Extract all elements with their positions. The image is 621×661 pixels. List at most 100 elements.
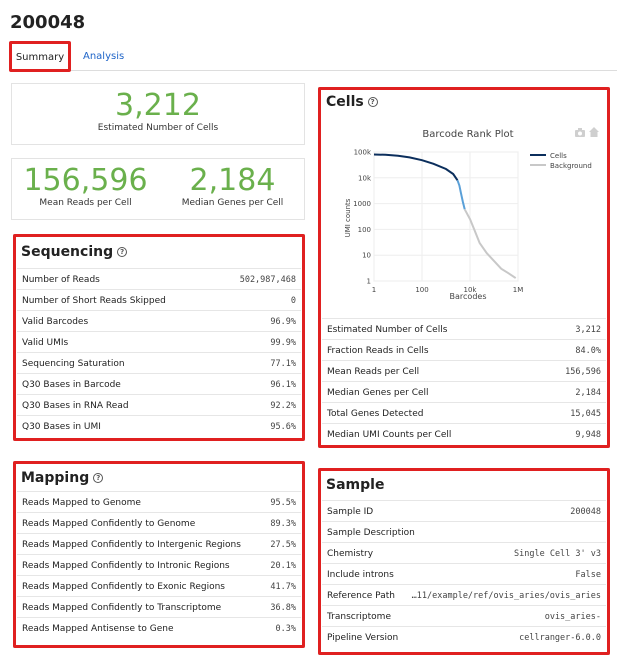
mapping-title-text: Mapping	[21, 470, 90, 486]
estimated-cells-value: 3,212	[115, 88, 201, 123]
row-label: Sample ID	[327, 507, 374, 517]
mean-reads-block: 156,596 Mean Reads per Cell	[12, 163, 159, 208]
row-value: False	[575, 570, 601, 580]
question-icon[interactable]: ?	[117, 247, 128, 257]
row-label: Q30 Bases in UMI	[22, 422, 101, 432]
y-tick-label: 100k	[354, 149, 372, 157]
row-value: 3,212	[575, 325, 601, 335]
row-label: Reads Mapped Confidently to Exonic Regio…	[22, 582, 225, 592]
row-value: 84.0%	[575, 346, 601, 356]
tab-summary[interactable]: Summary	[10, 42, 70, 71]
table-row: Mean Reads per Cell 156,596	[322, 360, 606, 381]
row-value: …11/example/ref/ovis_aries/ovis_aries	[411, 591, 601, 601]
row-label: Reads Mapped Confidently to Intronic Reg…	[22, 561, 230, 571]
row-value: 36.8%	[270, 603, 296, 613]
legend: Cells Background	[530, 152, 592, 170]
table-row: Reads Mapped to Genome 95.5%	[17, 491, 301, 512]
reads-genes-card: 156,596 Mean Reads per Cell 2,184 Median…	[11, 158, 305, 220]
row-label: Estimated Number of Cells	[327, 325, 448, 335]
legend-background-label: Background	[550, 162, 592, 170]
row-value: 2,184	[575, 388, 601, 398]
mean-reads-value: 156,596	[23, 163, 148, 198]
table-row: Number of Short Reads Skipped 0	[17, 289, 301, 310]
table-row: Reads Mapped Confidently to Transcriptom…	[17, 596, 301, 617]
x-tick-label: 10k	[464, 286, 478, 294]
row-label: Reads Mapped Confidently to Genome	[22, 519, 196, 529]
row-value: 96.9%	[270, 317, 296, 327]
sequencing-title-text: Sequencing	[21, 244, 114, 260]
x-tick-label: 1	[372, 286, 376, 294]
table-row: Pipeline Version cellranger-6.0.0	[322, 626, 606, 647]
table-row: Sequencing Saturation 77.1%	[17, 352, 301, 373]
row-label: Sample Description	[327, 528, 415, 538]
axis-ticks: 1 100 10k 1M 1 10 100 1000 10k 100k	[353, 149, 523, 295]
cells-title: Cells?	[326, 94, 378, 110]
page-title: 200048	[10, 12, 86, 33]
table-row: Number of Reads 502,987,468	[17, 268, 301, 289]
table-row: Fraction Reads in Cells 84.0%	[322, 339, 606, 360]
row-label: Transcriptome	[327, 612, 391, 622]
row-label: Fraction Reads in Cells	[327, 346, 429, 356]
row-label: Reads Mapped Antisense to Gene	[22, 624, 174, 634]
table-row: Valid UMIs 99.9%	[17, 331, 301, 352]
tab-analysis[interactable]: Analysis	[83, 51, 125, 62]
chart-title: Barcode Rank Plot	[422, 129, 513, 140]
table-row: Include introns False	[322, 563, 606, 584]
row-value: 77.1%	[270, 359, 296, 369]
row-value: cellranger-6.0.0	[519, 633, 601, 643]
row-label: Valid UMIs	[22, 338, 69, 348]
sample-title: Sample	[326, 477, 385, 493]
row-label: Total Genes Detected	[327, 409, 424, 419]
y-tick-label: 1000	[353, 200, 371, 208]
row-label: Sequencing Saturation	[22, 359, 125, 369]
series-line-cells	[373, 153, 459, 181]
median-genes-block: 2,184 Median Genes per Cell	[159, 163, 306, 208]
row-value: 200048	[570, 507, 601, 517]
row-value: 95.6%	[270, 422, 296, 432]
median-genes-value: 2,184	[189, 163, 276, 198]
table-row: Transcriptome ovis_aries-	[322, 605, 606, 626]
row-value: 41.7%	[270, 582, 296, 592]
x-tick-label: 1M	[513, 286, 524, 294]
sample-table: Sample ID 200048 Sample Description Chemist…	[322, 500, 606, 647]
table-row: Sample ID 200048	[322, 500, 606, 521]
row-label: Reference Path	[327, 591, 395, 601]
camera-icon[interactable]	[575, 128, 585, 137]
row-label: Q30 Bases in Barcode	[22, 380, 121, 390]
cells-card: Cells? Barcode Rank Plot 1 100 10k 1M 1 10 100…	[318, 87, 610, 448]
table-row: Reads Mapped Confidently to Intergenic R…	[17, 533, 301, 554]
sequencing-table: Number of Reads 502,987,468 Number of Shor…	[17, 268, 301, 436]
cells-table: Estimated Number of Cells 3,212 Fraction R…	[322, 318, 606, 444]
table-row: Reads Mapped Confidently to Intronic Reg…	[17, 554, 301, 575]
row-label: Number of Short Reads Skipped	[22, 296, 166, 306]
row-value: 9,948	[575, 430, 601, 440]
tab-bar: Summary Analysis	[10, 42, 617, 71]
y-axis-label: UMI counts	[344, 198, 352, 237]
row-value: 27.5%	[270, 540, 296, 550]
estimated-cells-label: Estimated Number of Cells	[97, 123, 219, 133]
mapping-card: Mapping? Reads Mapped to Genome 95.5% Read…	[13, 461, 305, 648]
table-row: Q30 Bases in UMI 95.6%	[17, 415, 301, 436]
x-tick-label: 100	[415, 286, 428, 294]
table-row: Estimated Number of Cells 3,212	[322, 318, 606, 339]
question-icon[interactable]: ?	[367, 97, 378, 107]
plot-area	[373, 151, 519, 282]
table-row: Q30 Bases in Barcode 96.1%	[17, 373, 301, 394]
row-value: 0	[290, 296, 296, 306]
x-axis-label: Barcodes	[450, 292, 487, 301]
table-row: Median UMI Counts per Cell 9,948	[322, 423, 606, 444]
y-tick-label: 100	[358, 226, 371, 234]
table-row: Reads Mapped Antisense to Gene 0.3%	[17, 617, 301, 638]
home-icon[interactable]	[589, 127, 599, 137]
estimated-cells-card: 3,212 Estimated Number of Cells	[11, 83, 305, 145]
barcode-rank-chart[interactable]: Barcode Rank Plot 1 100 10k 1M 1 10 100 1000 10k…	[322, 124, 608, 334]
row-value: 89.3%	[270, 519, 296, 529]
series-lines	[373, 153, 517, 279]
row-label: Median UMI Counts per Cell	[327, 430, 452, 440]
mapping-table: Reads Mapped to Genome 95.5% Reads Mapped …	[17, 491, 301, 638]
row-value: 92.2%	[270, 401, 296, 411]
sample-card: Sample Sample ID 200048 Sample Description…	[318, 468, 610, 655]
table-row: Reads Mapped Confidently to Exonic Regio…	[17, 575, 301, 596]
sequencing-title: Sequencing?	[21, 244, 128, 260]
question-icon[interactable]: ?	[93, 473, 104, 483]
